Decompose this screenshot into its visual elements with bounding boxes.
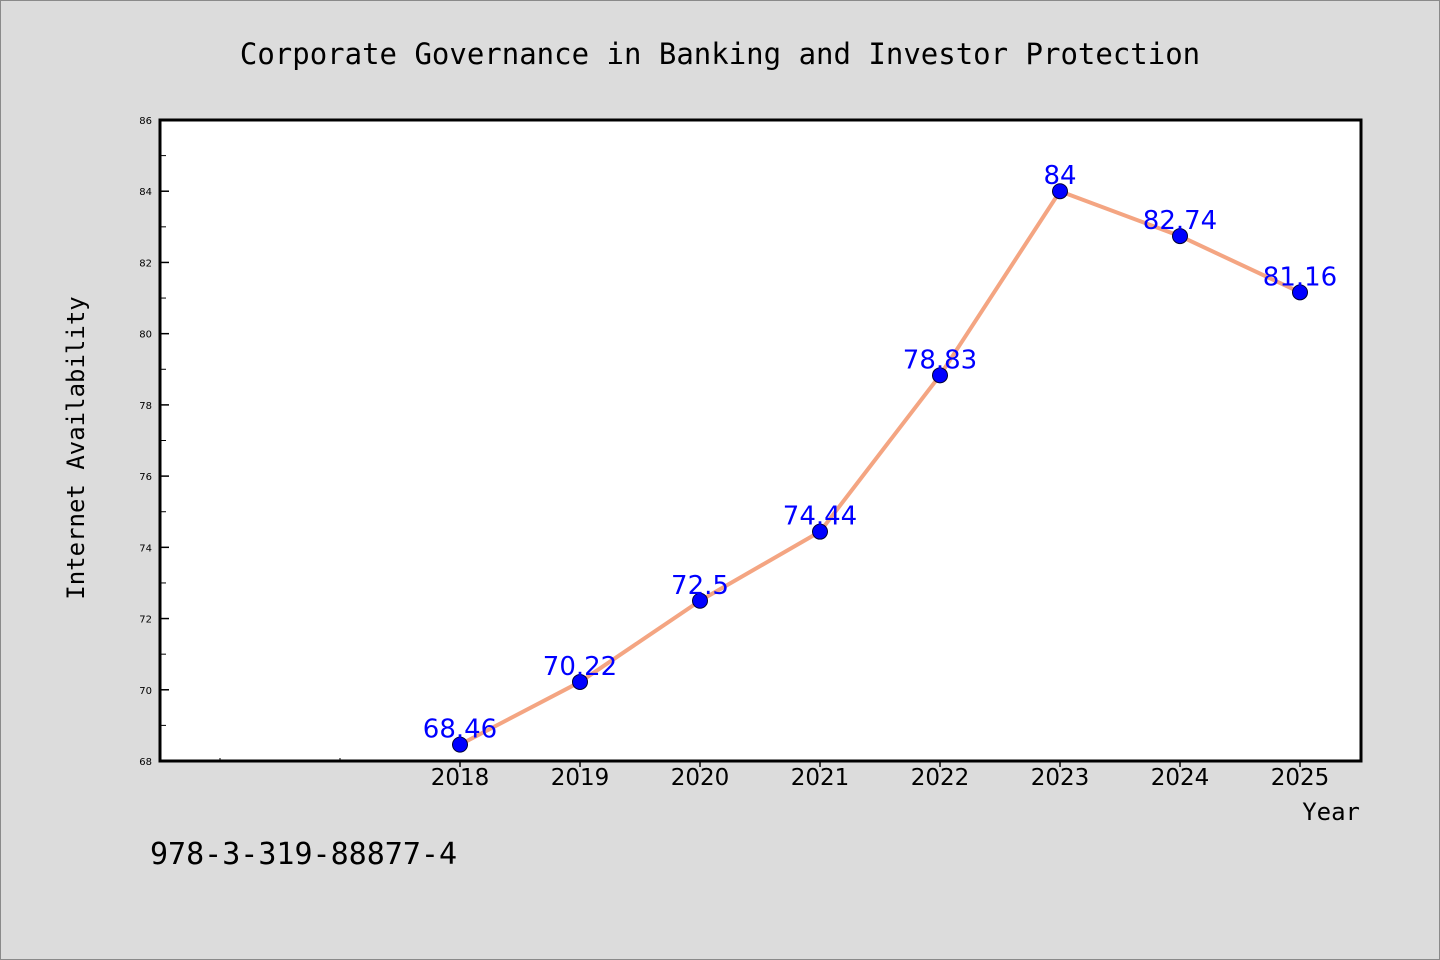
series-line-group: [458, 189, 1302, 747]
y-tick-label: 72: [139, 615, 152, 626]
data-label-2018: 68.46: [423, 715, 497, 745]
data-label-2020: 72.5: [671, 571, 729, 601]
data-point-2023: [1052, 183, 1068, 200]
data-point-2024: [1172, 228, 1188, 245]
data-point-2022: [932, 367, 948, 384]
y-tick-label: 74: [139, 543, 152, 554]
data-point-2025: [1292, 284, 1308, 301]
x-axis-label: Year: [1302, 798, 1360, 826]
data-point-2021: [812, 523, 828, 540]
x-tick-label: 2025: [1271, 765, 1330, 791]
y-tick-label: 70: [139, 686, 152, 697]
series-line: [458, 189, 1302, 747]
x-tick-label: 2023: [1031, 765, 1090, 791]
x-tick-label: 2022: [911, 765, 970, 791]
data-labels: 68.46 70.22 72.5 74.44 78.83 84 82.74 81.16: [423, 161, 1337, 744]
x-tick-label: 2024: [1151, 765, 1210, 791]
data-label-2022: 78.83: [903, 345, 977, 375]
y-tick-label: 78: [139, 401, 152, 412]
data-point-2019: [572, 673, 588, 690]
data-point-2020: [692, 592, 708, 609]
x-axis: 2018 2019 2020 2021 2022 2023 2024 2025: [219, 758, 1330, 791]
data-label-2025: 81.16: [1263, 262, 1337, 292]
data-label-2023: 84: [1043, 161, 1076, 191]
y-tick-label: 68: [139, 757, 152, 768]
data-markers: [452, 183, 1308, 753]
x-tick-label: 2019: [551, 765, 610, 791]
data-point-2018: [452, 736, 468, 753]
y-tick-label: 76: [139, 472, 152, 483]
y-tick-label: 84: [139, 187, 152, 198]
data-label-2021: 74.44: [783, 502, 857, 532]
data-label-2019: 70.22: [543, 652, 617, 682]
isbn-annotation: 978-3-319-88877-4: [150, 837, 457, 872]
y-tick-label: 80: [139, 330, 152, 341]
x-tick-label: 2020: [671, 765, 730, 791]
y-tick-label: 86: [139, 116, 152, 127]
y-axis: 68 70 72 74 76 78 80 82 84 86: [139, 116, 169, 768]
y-tick-label: 82: [139, 258, 152, 269]
data-label-2024: 82.74: [1143, 206, 1217, 236]
y-axis-label: Internet Availability: [62, 296, 90, 599]
chart-title: Corporate Governance in Banking and Inve…: [240, 37, 1200, 71]
x-tick-label: 2018: [431, 765, 490, 791]
x-tick-label: 2021: [791, 765, 850, 791]
